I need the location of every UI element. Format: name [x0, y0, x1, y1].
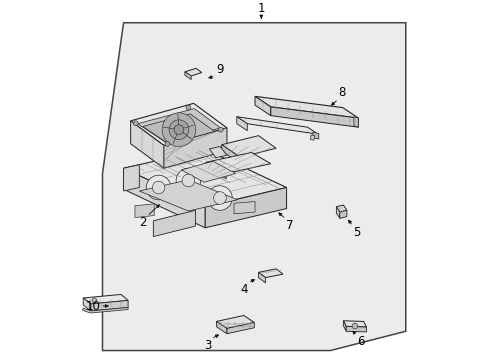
- Text: 1: 1: [257, 2, 264, 15]
- Polygon shape: [102, 23, 405, 351]
- Polygon shape: [336, 205, 346, 212]
- Text: 3: 3: [203, 339, 211, 352]
- Polygon shape: [209, 147, 226, 158]
- Circle shape: [152, 181, 164, 194]
- Circle shape: [92, 298, 97, 303]
- Polygon shape: [184, 68, 202, 76]
- Polygon shape: [236, 117, 247, 131]
- Polygon shape: [312, 132, 318, 139]
- Polygon shape: [310, 135, 314, 140]
- Polygon shape: [346, 327, 366, 332]
- Text: 2: 2: [139, 216, 147, 229]
- Circle shape: [146, 175, 170, 200]
- Polygon shape: [130, 103, 226, 145]
- Polygon shape: [91, 300, 128, 311]
- Polygon shape: [163, 128, 226, 168]
- Polygon shape: [205, 188, 286, 228]
- Polygon shape: [221, 136, 276, 157]
- Circle shape: [176, 168, 200, 193]
- Text: 7: 7: [285, 219, 293, 232]
- Circle shape: [351, 323, 357, 329]
- Polygon shape: [142, 114, 214, 144]
- Polygon shape: [258, 269, 283, 278]
- Polygon shape: [130, 121, 163, 168]
- Text: 8: 8: [338, 86, 345, 99]
- Text: 10: 10: [85, 300, 100, 312]
- Polygon shape: [216, 321, 226, 334]
- Polygon shape: [221, 145, 240, 164]
- Polygon shape: [123, 165, 139, 191]
- Polygon shape: [184, 72, 191, 80]
- Polygon shape: [258, 273, 265, 283]
- Polygon shape: [139, 180, 237, 211]
- Polygon shape: [205, 152, 270, 174]
- Text: 6: 6: [356, 336, 364, 348]
- Polygon shape: [236, 117, 318, 134]
- Circle shape: [213, 192, 226, 204]
- Polygon shape: [255, 96, 270, 116]
- Circle shape: [185, 105, 190, 110]
- Polygon shape: [123, 168, 205, 228]
- Text: 9: 9: [215, 63, 223, 76]
- Polygon shape: [205, 162, 226, 179]
- Polygon shape: [339, 210, 346, 219]
- Polygon shape: [336, 207, 339, 219]
- Polygon shape: [216, 315, 254, 328]
- Polygon shape: [123, 150, 286, 207]
- Polygon shape: [83, 294, 128, 304]
- Polygon shape: [135, 204, 154, 217]
- Circle shape: [164, 141, 169, 147]
- Polygon shape: [270, 107, 358, 127]
- Circle shape: [133, 121, 138, 126]
- Polygon shape: [82, 307, 128, 313]
- Polygon shape: [343, 321, 366, 327]
- Polygon shape: [233, 202, 255, 214]
- Polygon shape: [226, 323, 254, 334]
- Polygon shape: [255, 96, 358, 118]
- Circle shape: [218, 127, 223, 132]
- Polygon shape: [181, 161, 235, 182]
- Circle shape: [174, 125, 183, 135]
- Text: 5: 5: [352, 226, 360, 239]
- Polygon shape: [343, 321, 346, 331]
- Circle shape: [169, 120, 188, 139]
- Text: 4: 4: [240, 283, 247, 296]
- Circle shape: [207, 186, 232, 210]
- Circle shape: [162, 113, 195, 147]
- Polygon shape: [153, 210, 195, 237]
- Polygon shape: [83, 298, 91, 311]
- Circle shape: [182, 174, 194, 187]
- Polygon shape: [353, 117, 358, 127]
- Polygon shape: [137, 109, 220, 143]
